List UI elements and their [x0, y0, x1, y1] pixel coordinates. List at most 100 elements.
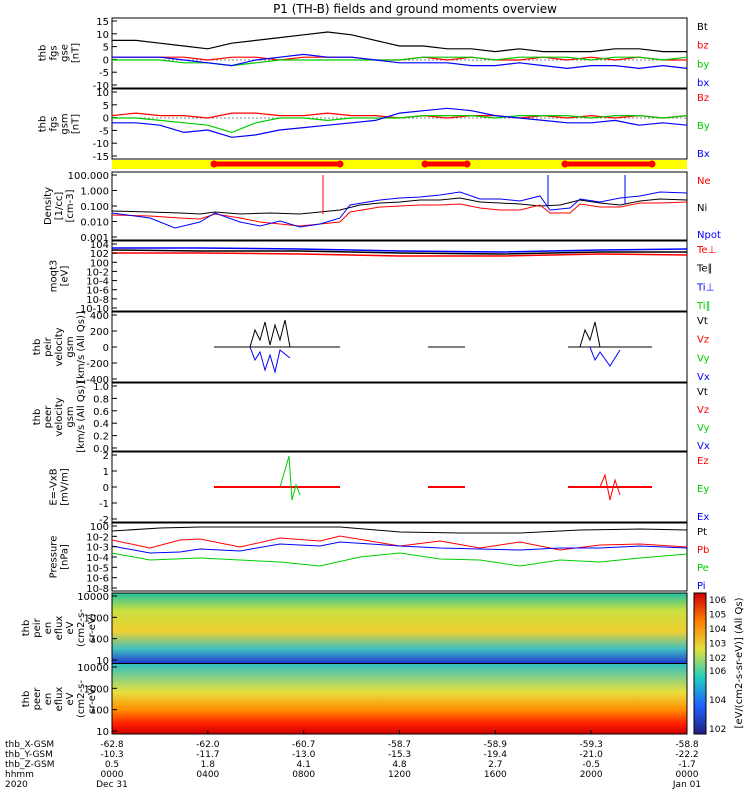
- position-value: 4.1: [297, 760, 311, 770]
- colorbar-tick-label: 104: [709, 696, 726, 706]
- electron-spectrogram: [112, 664, 687, 734]
- legend-entry: Pi: [697, 581, 706, 592]
- legend-entry: Ti⊥: [696, 282, 714, 293]
- y-tick-label: 0.001: [80, 233, 109, 244]
- panel-ylabel-line: thb: [38, 116, 49, 133]
- y-tick-label: 10-8: [86, 584, 109, 595]
- panel-ylabel-line: [mV/m]: [60, 468, 71, 506]
- panel-ylabel-line: en: [43, 693, 54, 706]
- panel-ylabel-line: (cm2-s-: [76, 680, 87, 718]
- panel-ylabel-line: eV: [65, 692, 76, 705]
- position-value: -60.7: [292, 740, 315, 750]
- legend-entry: Vz: [697, 405, 709, 416]
- y-tick-label: 0.0: [93, 444, 109, 455]
- legend-entry: Ne: [697, 176, 711, 187]
- panel-ylabel-line: eflux: [54, 616, 65, 641]
- position-value: -1.7: [678, 760, 696, 770]
- y-tick-label: 100.000: [68, 171, 109, 182]
- y-tick-label: 100: [90, 706, 109, 717]
- position-value: -22.2: [675, 750, 698, 760]
- y-tick-label: 10-5: [86, 563, 109, 574]
- y-tick-label: 1000: [84, 613, 109, 624]
- y-tick-label: 104: [90, 240, 109, 251]
- y-tick-label: 10-6: [86, 574, 109, 585]
- legend-entry: Te∥: [696, 264, 713, 275]
- position-value: -58.8: [675, 740, 699, 750]
- position-value: -19.4: [484, 750, 508, 760]
- panel-ylabel-line: gse: [60, 44, 71, 62]
- velocity-bursts: [214, 319, 652, 374]
- y-tick-label: -15: [93, 152, 109, 163]
- legend-entry: Vy: [697, 353, 710, 364]
- legend-entry: bz: [697, 41, 709, 52]
- panel-ylabel-line: thb: [21, 691, 32, 708]
- panel-ylabel-line: fgs: [49, 116, 60, 131]
- panel-6-frame: [111, 382, 688, 452]
- y-tick-label: 10-2: [86, 267, 109, 278]
- series-line-bx: [112, 53, 688, 70]
- legend-entry: Vt: [697, 387, 708, 398]
- panel-ylabel-line: gsm: [65, 406, 76, 427]
- legend-entry: Vx: [697, 372, 710, 383]
- position-value: 0.5: [105, 760, 119, 770]
- panel-ylabel-line: E=-VxB: [49, 468, 60, 505]
- y-tick-label: -10: [93, 81, 109, 92]
- y-tick-label: 10-8: [86, 295, 109, 306]
- y-tick-label: -1: [99, 499, 109, 510]
- panel-ylabel-line: en: [43, 622, 54, 635]
- legend-entry: Pt: [697, 527, 707, 538]
- position-value: -59.3: [580, 740, 603, 750]
- panel-ylabel-line: [cm-3]: [65, 189, 76, 222]
- y-tick-label: 10000: [77, 592, 109, 603]
- panel-ylabel-line: gsm: [65, 336, 76, 357]
- legend-entry: Ti∥: [696, 301, 711, 312]
- colorbar-tick-label: 102: [709, 725, 726, 735]
- y-tick-label: 10: [96, 656, 109, 667]
- position-row-label: thb_Y-GSM: [5, 750, 53, 760]
- position-value: -21.0: [580, 750, 604, 760]
- colorbar-tick-label: 106: [709, 667, 726, 677]
- y-tick-label: 0.2: [93, 432, 109, 443]
- legend-entry: Vt: [697, 316, 708, 327]
- y-tick-label: 1000: [84, 684, 109, 695]
- y-tick-label: 100: [90, 258, 109, 269]
- panel-ylabel-line: peer: [32, 687, 43, 711]
- y-tick-label: 200: [90, 327, 109, 338]
- position-row-label: thb_Z-GSM: [5, 760, 54, 770]
- y-tick-label: 100: [90, 635, 109, 646]
- legend-entry: Ni: [697, 203, 707, 214]
- panel-ylabel-line: eflux: [54, 687, 65, 712]
- position-value: 4.8: [392, 760, 407, 770]
- position-value: 1600: [484, 770, 507, 780]
- panel-ylabel-line: thb: [21, 620, 32, 637]
- position-value: -58.9: [484, 740, 508, 750]
- y-tick-label: 100: [90, 522, 109, 533]
- panel-ylabel-line: eV: [65, 621, 76, 634]
- position-value: -58.7: [388, 740, 411, 750]
- temperature-traces: [111, 247, 688, 257]
- panel-ylabel-line: sr-eV): [87, 613, 98, 642]
- panel-ylabel-line: moqt3: [49, 260, 60, 293]
- y-tick-label: 10: [96, 88, 109, 99]
- legend-entry: Te⊥: [696, 245, 716, 256]
- position-value: -13.0: [292, 750, 316, 760]
- panel-ylabel-line: thb: [32, 339, 43, 356]
- y-tick-label: 0.4: [93, 419, 109, 430]
- panel-ylabel-line: fgs: [49, 45, 60, 60]
- panel-4-frame: [111, 240, 688, 312]
- panel-ylabel-line: [nPa]: [60, 544, 71, 570]
- density-traces: [111, 175, 688, 229]
- y-tick-label: 1.000: [80, 187, 109, 198]
- panel-1-frame: [111, 17, 688, 89]
- legend-entry: Ey: [697, 484, 709, 495]
- legend-entry: Vz: [697, 335, 709, 346]
- panel-ylabel-line: [nT]: [71, 43, 82, 63]
- series-line-By: [112, 114, 688, 134]
- position-value: 2000: [580, 770, 603, 780]
- y-tick-label: -5: [99, 126, 109, 137]
- pressure-traces: [111, 526, 688, 567]
- panel-ylabel-line: velocity: [54, 397, 65, 436]
- position-value: 1200: [388, 770, 411, 780]
- colorbar-tick-label: 106: [709, 596, 726, 606]
